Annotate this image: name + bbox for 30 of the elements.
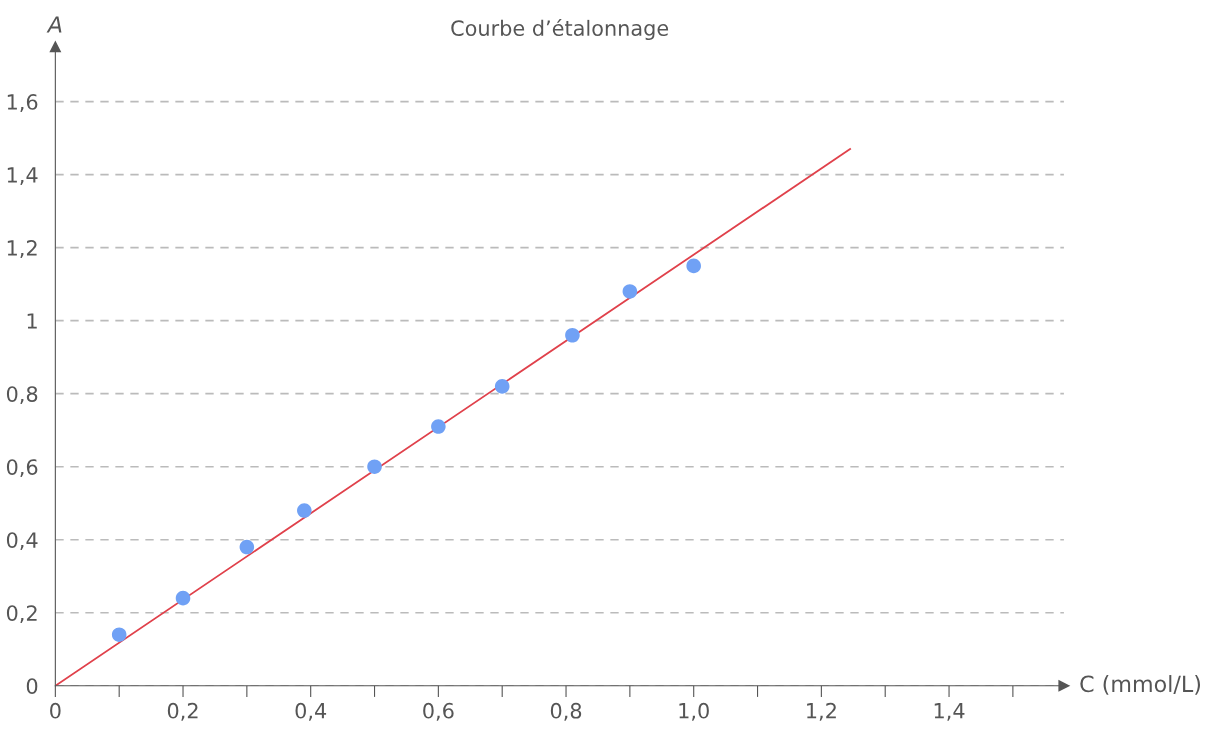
x-tick-label: 0,8: [550, 702, 582, 721]
y-tick-label: 1,6: [7, 94, 38, 112]
point: [239, 539, 255, 555]
y-tick-label: 1: [27, 313, 37, 329]
y-tick-label: 0: [26, 678, 38, 694]
y-tick-label: 1,4: [7, 167, 38, 185]
point: [431, 419, 446, 434]
x-tick-label: 0,6: [423, 702, 454, 721]
x-tick-label: 1,0: [679, 702, 709, 721]
x-tick-label: 0: [50, 702, 61, 719]
point: [367, 459, 382, 474]
point: [686, 258, 701, 274]
x-tick-label: 0,4: [295, 702, 327, 721]
chart-title: Courbe d’étalonnage: [451, 19, 669, 41]
y-tick-label: 0,2: [6, 605, 37, 624]
x-tick-label: 0,2: [167, 702, 198, 721]
x-tick-label: 1,2: [807, 702, 836, 721]
point: [565, 327, 580, 343]
y-tick-label: 0,8: [6, 386, 38, 405]
y-tick-label: 0,6: [6, 459, 38, 478]
point: [494, 379, 510, 394]
y-tick-label: 1,2: [7, 240, 37, 258]
point: [175, 590, 191, 606]
y-axis-title: A: [46, 16, 62, 33]
point: [622, 284, 638, 299]
x-tick-label: 1,4: [934, 703, 965, 721]
point: [111, 627, 127, 642]
y-tick-label: 0,4: [6, 532, 38, 551]
x-axis-title: C (mmol/L): [1080, 675, 1201, 695]
point: [297, 503, 312, 518]
